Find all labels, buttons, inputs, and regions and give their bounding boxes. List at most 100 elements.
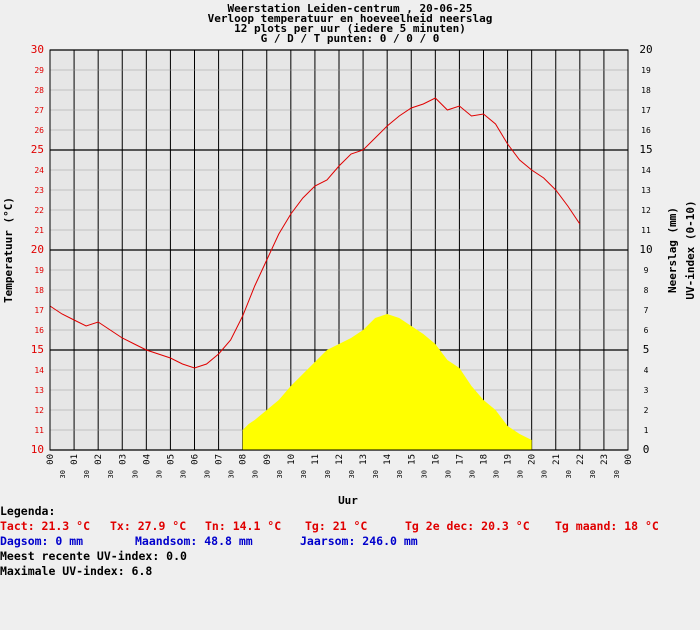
x-tick-label-hour: 16 (431, 454, 441, 465)
x-tick-label-hour: 10 (287, 454, 297, 465)
y-left-tick-label: 24 (34, 166, 44, 175)
x-tick-label-hour: 02 (94, 454, 104, 465)
y-left-tick-label: 30 (31, 43, 44, 56)
y-right-tick-label: 0 (643, 443, 650, 456)
x-tick-label-hour: 12 (335, 454, 345, 465)
y-left-tick-label: 17 (34, 306, 44, 315)
chart-points-count: G / D / T punten: 0 / 0 / 0 (261, 32, 440, 45)
x-tick-label-half: 30 (348, 470, 356, 478)
y-right-tick-label: 7 (644, 306, 649, 315)
x-tick-label-half: 30 (228, 470, 236, 478)
y-right-tick-label: 9 (644, 266, 649, 275)
y-left-tick-label: 16 (34, 326, 44, 335)
legend-jaarsom: Jaarsom: 246.0 mm (300, 534, 418, 548)
x-tick-label-half: 30 (131, 470, 139, 478)
x-tick-label-hour: 05 (166, 454, 176, 465)
x-tick-label-half: 30 (444, 470, 452, 478)
x-tick-label-hour: 04 (142, 454, 152, 465)
legend-tg-maand: Tg maand: 18 °C (555, 519, 659, 533)
y-left-tick-label: 25 (31, 143, 44, 156)
legend-tg: Tg: 21 °C (305, 519, 368, 533)
legend-tg-2e-dec: Tg 2e dec: 20.3 °C (405, 519, 530, 533)
x-tick-label-half: 30 (276, 470, 284, 478)
x-tick-label-half: 30 (179, 470, 187, 478)
legend-heading: Legenda: (0, 504, 56, 518)
x-tick-label-half: 30 (107, 470, 115, 478)
y-right-tick-label: 5 (643, 343, 650, 356)
x-tick-label-half: 30 (565, 470, 573, 478)
y-right-axis-label-uv: UV-index (0-10) (684, 200, 697, 299)
legend-tn: Tn: 14.1 °C (205, 519, 282, 533)
y-left-tick-label: 13 (34, 386, 44, 395)
y-right-tick-label: 12 (641, 206, 651, 215)
x-tick-label-hour: 13 (359, 454, 369, 465)
x-tick-label-half: 30 (468, 470, 476, 478)
x-tick-label-hour: 01 (70, 454, 80, 465)
x-tick-label-hour: 00 (46, 454, 56, 465)
legend-dagsom: Dagsom: 0 mm (0, 534, 84, 548)
x-tick-label-half: 30 (300, 470, 308, 478)
x-axis-label: Uur (338, 494, 358, 504)
y-right-tick-label: 2 (644, 406, 649, 415)
x-tick-label-hour: 11 (311, 454, 321, 465)
y-left-tick-label: 15 (31, 343, 44, 356)
y-right-tick-label: 18 (641, 86, 651, 95)
x-tick-label-hour: 22 (576, 454, 586, 465)
y-left-tick-label: 27 (34, 106, 44, 115)
weather-chart: Weerstation Leiden-centrum , 20-06-25 Ve… (2, 2, 697, 504)
x-tick-label-hour: 09 (263, 454, 273, 465)
y-right-tick-label: 10 (639, 243, 652, 256)
y-left-tick-label: 29 (34, 66, 44, 75)
legend-maandsom: Maandsom: 48.8 mm (135, 534, 253, 548)
y-left-tick-label: 18 (34, 286, 44, 295)
x-tick-label-hour: 03 (118, 454, 128, 465)
y-left-tick-label: 22 (34, 206, 44, 215)
y-right-axis-label-precip: Neerslag (mm) (666, 207, 679, 293)
x-tick-label-half: 30 (396, 470, 404, 478)
y-left-axis-label: Temperatuur (°C) (2, 197, 15, 303)
y-left-tick-label: 21 (34, 226, 44, 235)
y-left-tick-label: 11 (34, 426, 44, 435)
x-tick-label-hour: 19 (504, 454, 514, 465)
y-right-tick-label: 19 (641, 66, 651, 75)
y-left-tick-label: 12 (34, 406, 44, 415)
chart-title-station: Weerstation Leiden-centrum , 20-06-25 (227, 2, 472, 15)
temperature-line (49, 97, 581, 369)
y-left-tick-label: 14 (34, 366, 44, 375)
uv-index-area (242, 314, 532, 450)
legend-tx: Tx: 27.9 °C (110, 519, 187, 533)
chart-title: Verloop temperatuur en hoeveelheid neers… (208, 12, 493, 25)
legend-tact: Tact: 21.3 °C (0, 519, 91, 533)
x-tick-label-half: 30 (517, 470, 525, 478)
y-left-ticks: 10 11 12 13 14 15 16 17 18 19 20 21 22 23 24 25 26 27 28 29… (31, 43, 44, 456)
y-right-tick-label: 3 (644, 386, 649, 395)
x-tick-label-hour: 21 (552, 454, 562, 465)
x-tick-label-hour: 07 (215, 454, 225, 465)
x-tick-label-hour: 20 (528, 454, 538, 465)
y-right-tick-label: 4 (644, 366, 649, 375)
y-right-tick-label: 11 (641, 226, 651, 235)
x-tick-label-half: 30 (155, 470, 163, 478)
x-tick-label-hour: 23 (600, 454, 610, 465)
y-left-tick-label: 28 (34, 86, 44, 95)
legend-uv-max: Maximale UV-index: 6.8 (0, 564, 153, 578)
x-ticks: 0030013002300330043005300630073008300930… (46, 454, 634, 478)
y-right-tick-label: 6 (644, 326, 649, 335)
y-right-tick-label: 16 (641, 126, 651, 135)
x-tick-label-half: 30 (420, 470, 428, 478)
x-tick-label-hour: 14 (383, 454, 393, 465)
y-left-tick-label: 10 (31, 443, 44, 456)
x-tick-label-hour: 06 (191, 454, 201, 465)
chart-subtitle: 12 plots per uur (iedere 5 minuten) (234, 22, 466, 35)
y-right-tick-label: 15 (639, 143, 652, 156)
x-tick-label-half: 30 (59, 470, 67, 478)
x-tick-label-hour: 15 (407, 454, 417, 465)
y-left-tick-label: 20 (31, 243, 44, 256)
y-left-tick-label: 23 (34, 186, 44, 195)
x-tick-label-hour: 08 (239, 454, 249, 465)
x-tick-label-half: 30 (324, 470, 332, 478)
x-tick-label-half: 30 (372, 470, 380, 478)
legend: Legenda: Tact: 21.3 °C Tx: 27.9 °C Tn: 1… (0, 504, 700, 579)
x-tick-label-half: 30 (204, 470, 212, 478)
